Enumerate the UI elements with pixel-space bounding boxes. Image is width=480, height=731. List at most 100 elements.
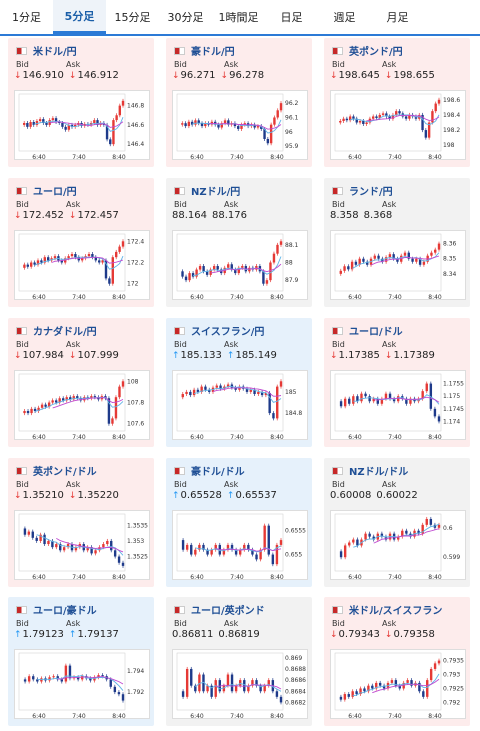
card-title[interactable]: 豪ドル/ドル: [174, 463, 245, 478]
ask-value: ↑185.149: [227, 350, 277, 361]
candle: [44, 404, 47, 407]
mini-chart[interactable]: 0.6 0.599 6:40 7:40 8:40: [330, 510, 466, 581]
rate-card[interactable]: スイスフラン/円 Bid Ask ↑185.133 ↑185.149 185 184.8 6:…: [166, 318, 312, 447]
card-title[interactable]: ランド/円: [332, 183, 393, 198]
rate-card[interactable]: 英ポンド/ドル Bid Ask ↓1.35210 ↓1.35220 1.3535 1.353…: [8, 458, 154, 587]
tab-7[interactable]: 月足: [371, 0, 424, 34]
card-title[interactable]: ユーロ/円: [16, 183, 77, 198]
y-tick-label: 172.2: [127, 260, 144, 267]
tab-3[interactable]: 30分足: [159, 0, 212, 34]
candle: [437, 660, 441, 664]
bid-label: Bid: [332, 200, 345, 209]
candle: [247, 544, 250, 550]
mini-chart[interactable]: 88.1 88 87.9 6:40 7:40 8:40: [172, 230, 308, 301]
ask-label: Ask: [382, 340, 397, 349]
tab-0[interactable]: 1分足: [0, 0, 53, 34]
y-tick-label: 1.794: [127, 668, 144, 675]
rate-card[interactable]: 米ドル/スイスフラン Bid Ask ↓0.79343 ↓0.79358 0.7935 0.…: [324, 597, 470, 726]
y-tick-label: 0.655: [285, 552, 302, 559]
mini-chart[interactable]: 96.2 96.1 96 95.9 6:40 7:40 8:40: [172, 90, 308, 161]
candle: [271, 554, 275, 565]
card-title[interactable]: ユーロ/英ポンド: [174, 602, 265, 617]
card-title[interactable]: NZドル/ドル: [332, 463, 408, 478]
mini-chart[interactable]: 0.7935 0.793 0.7925 0.792 6:40 7:40 8:40: [330, 649, 466, 720]
ask-value: ↓107.999: [69, 350, 119, 361]
mini-chart[interactable]: 0.6555 0.655 6:40 7:40 8:40: [172, 510, 308, 581]
tab-1[interactable]: 5分足: [53, 0, 106, 34]
mini-chart[interactable]: 108 107.8 107.6 6:40 7:40 8:40: [14, 370, 150, 441]
mini-chart[interactable]: 0.869 0.8688 0.8686 0.8684 0.8682 6:40 7:40 8:4…: [172, 649, 308, 720]
chart-svg: 146.8 146.6 146.4 6:40 7:40 8:40: [18, 93, 144, 161]
candle: [48, 120, 51, 125]
card-title[interactable]: ユーロ/ドル: [332, 323, 403, 338]
card-title[interactable]: ユーロ/豪ドル: [16, 602, 97, 617]
mini-chart[interactable]: 172.4 172.2 172 6:40 7:40 8:40: [14, 230, 150, 301]
rate-card[interactable]: カナダドル/円 Bid Ask ↓107.984 ↓107.999 108 107.8 107…: [8, 318, 154, 447]
plot-frame: [334, 233, 442, 292]
card-title[interactable]: 米ドル/スイスフラン: [332, 602, 442, 617]
card-title[interactable]: 豪ドル/円: [174, 43, 235, 58]
rate-card[interactable]: NZドル/円 Bid Ask 88.164 88.176 88.1 88 87.9 6:40 7:…: [166, 178, 312, 307]
ask-label: Ask: [224, 480, 239, 489]
card-title[interactable]: スイスフラン/円: [174, 323, 264, 338]
mini-chart[interactable]: 198.6 198.4 198.2 198 6:40 7:40 8:40: [330, 90, 466, 161]
candle: [422, 261, 426, 265]
rate-card[interactable]: ユーロ/豪ドル Bid Ask ↑1.79123 ↑1.79137 1.794 1.792 6…: [8, 597, 154, 726]
card-title[interactable]: 米ドル/円: [16, 43, 77, 58]
card-title[interactable]: NZドル/円: [174, 183, 240, 198]
candle: [354, 261, 358, 265]
price-values: ↓107.984 ↓107.999: [14, 350, 124, 361]
candle: [362, 120, 365, 125]
bid-value: ↓1.17385: [330, 350, 380, 361]
rate-card[interactable]: ユーロ/ドル Bid Ask ↓1.17385 ↓1.17389 1.1755 1.175 1…: [324, 318, 470, 447]
bid-label: Bid: [332, 619, 345, 628]
mini-chart[interactable]: 1.1755 1.175 1.1745 1.174 6:40 7:40 8:40: [330, 370, 466, 441]
ask-text: 1.35220: [77, 490, 119, 501]
rate-card[interactable]: NZドル/ドル Bid Ask 0.60008 0.60022 0.6 0.599 6:40 7…: [324, 458, 470, 587]
plot-frame: [176, 93, 284, 152]
tab-6[interactable]: 週足: [318, 0, 371, 34]
rate-card[interactable]: 豪ドル/ドル Bid Ask ↑0.65528 ↑0.65537 0.6555 0.655 6…: [166, 458, 312, 587]
ask-text: 185.149: [235, 350, 277, 361]
candle: [434, 103, 437, 112]
candle: [279, 381, 283, 387]
x-tick-label: 7:40: [388, 713, 402, 720]
card-title[interactable]: 英ポンド/ドル: [16, 463, 97, 478]
candle: [405, 530, 408, 534]
tab-2[interactable]: 15分足: [106, 0, 159, 34]
x-tick-label: 7:40: [72, 294, 86, 301]
rate-card[interactable]: 米ドル/円 Bid Ask ↓146.910 ↓146.912 146.8 146.6 146…: [8, 38, 154, 167]
y-tick-label: 185: [285, 389, 297, 396]
candle: [382, 685, 386, 689]
card-title[interactable]: 英ポンド/円: [332, 43, 403, 58]
mini-chart[interactable]: 185 184.8 6:40 7:40 8:40: [172, 370, 308, 441]
candle: [348, 398, 351, 404]
x-tick-label: 8:40: [270, 574, 284, 581]
rate-card[interactable]: 豪ドル/円 Bid Ask ↓96.271 ↓96.278 96.2 96.1 96 95.9 6…: [166, 38, 312, 167]
candle: [279, 241, 283, 245]
mini-chart[interactable]: 1.3535 1.353 1.3525 6:40 7:40 8:40: [14, 510, 150, 581]
candle: [371, 116, 375, 119]
candle: [259, 549, 262, 560]
tab-5[interactable]: 日足: [265, 0, 318, 34]
candle: [200, 123, 204, 127]
ask-text: 96.278: [229, 70, 265, 81]
y-tick-label: 8.34: [443, 271, 457, 278]
card-title[interactable]: カナダドル/円: [16, 323, 97, 338]
rate-card[interactable]: 英ポンド/円 Bid Ask ↓198.645 ↓198.655 198.6 198.4 19…: [324, 38, 470, 167]
mini-chart[interactable]: 8.36 8.35 8.34 6:40 7:40 8:40: [330, 230, 466, 301]
mini-chart[interactable]: 1.794 1.792 6:40 7:40 8:40: [14, 649, 150, 720]
rate-card[interactable]: ユーロ/英ポンド Bid Ask 0.86811 0.86819 0.869 0.8688 0…: [166, 597, 312, 726]
price-labels: Bid Ask: [174, 340, 274, 349]
candle: [115, 115, 118, 121]
rate-card[interactable]: ランド/円 Bid Ask 8.358 8.368 8.36 8.35 8.34 6:40 7:4…: [324, 178, 470, 307]
candle: [104, 260, 108, 279]
candle: [73, 124, 77, 127]
candle: [30, 408, 33, 414]
mini-chart[interactable]: 146.8 146.6 146.4 6:40 7:40 8:40: [14, 90, 150, 161]
rate-card[interactable]: ユーロ/円 Bid Ask ↓172.452 ↓172.457 172.4 172.2 172…: [8, 178, 154, 307]
bid-value: 0.86811: [172, 629, 213, 640]
tab-4[interactable]: 1時間足: [212, 0, 265, 34]
y-tick-label: 1.3535: [127, 522, 148, 529]
candle: [390, 680, 394, 683]
